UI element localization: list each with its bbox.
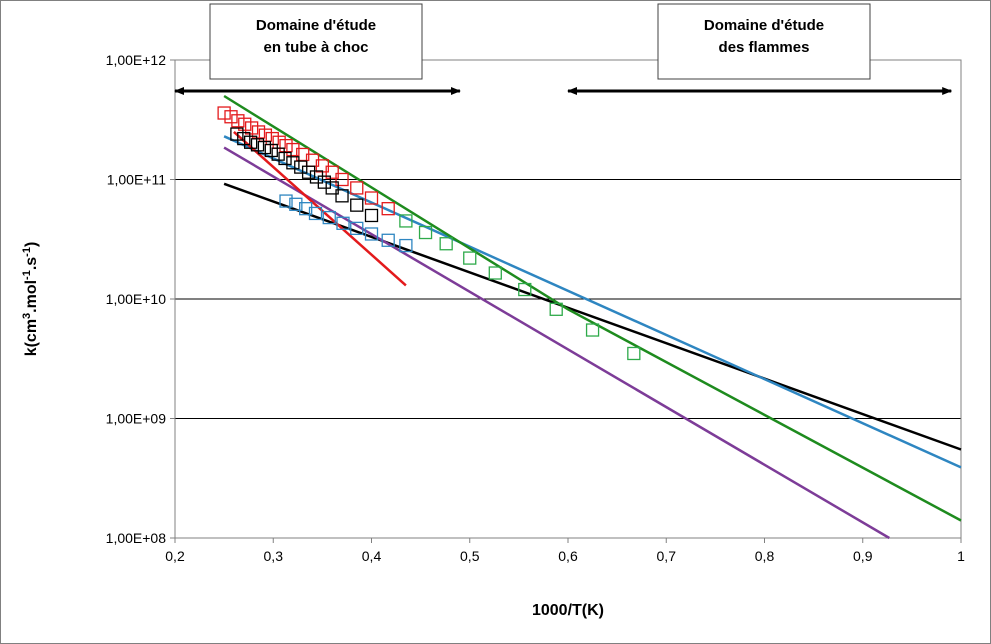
data-point xyxy=(308,206,323,221)
y-axis-ticks: 1,00E+08 1,00E+09 1,00E+10 1,00E+11 1,00E+12 xyxy=(106,52,175,546)
x-axis-ticks: 0,2 0,3 0,4 0,5 0,6 0,7 0,8 0,9 1 xyxy=(165,538,965,564)
data-point xyxy=(294,160,308,174)
y-axis-title: k(cm3.mol-1.s-1) xyxy=(21,242,40,357)
x-axis-title: 1000/T(K) xyxy=(532,602,604,619)
data-point xyxy=(244,135,258,149)
data-point xyxy=(299,202,313,216)
x-tick-label: 0,4 xyxy=(362,548,382,564)
y-tick-label: 1,00E+12 xyxy=(106,52,167,68)
x-tick-label: 0,2 xyxy=(165,548,185,564)
x-tick-label: 0,9 xyxy=(853,548,873,564)
annotation-label: en tube à choc xyxy=(263,39,368,56)
x-tick-label: 0,7 xyxy=(657,548,677,564)
scatter-series-2 xyxy=(230,127,379,223)
data-point xyxy=(463,251,477,265)
data-point xyxy=(585,323,600,337)
x-tick-label: 0,5 xyxy=(460,548,480,564)
data-point xyxy=(381,233,395,247)
data-point xyxy=(301,165,316,179)
gridlines xyxy=(175,59,961,419)
annotation-label: Domaine d'étude xyxy=(256,17,376,34)
fit-line-5 xyxy=(233,130,407,287)
data-point xyxy=(627,346,641,361)
x-tick-label: 0,6 xyxy=(558,548,578,564)
data-point xyxy=(488,266,502,280)
data-point xyxy=(251,125,266,139)
annotation-label: Domaine d'étude xyxy=(704,17,824,34)
scatter-series-1 xyxy=(217,106,395,216)
scatter-series-4 xyxy=(399,214,641,361)
data-point xyxy=(230,127,244,141)
x-tick-label: 1 xyxy=(957,548,965,564)
data-point xyxy=(364,208,379,223)
data-point xyxy=(439,237,453,251)
annotation-2: Domaine d'étude des flammes xyxy=(567,3,953,95)
data-point xyxy=(279,194,293,208)
data-point xyxy=(231,114,245,128)
data-point xyxy=(265,131,279,146)
data-point xyxy=(272,135,286,149)
data-point xyxy=(238,117,252,131)
annotation-box xyxy=(209,3,423,80)
data-point xyxy=(335,189,349,203)
data-point xyxy=(286,156,300,170)
x-tick-label: 0,3 xyxy=(264,548,284,564)
data-point xyxy=(286,142,300,157)
data-point xyxy=(289,197,303,211)
fit-lines xyxy=(223,94,962,540)
data-points xyxy=(217,106,641,361)
data-point xyxy=(279,138,293,153)
scatter-series-3 xyxy=(279,194,413,253)
y-tick-label: 1,00E+11 xyxy=(107,172,167,188)
data-point xyxy=(518,282,532,297)
data-point xyxy=(381,202,395,216)
data-point xyxy=(549,302,563,316)
data-point xyxy=(335,172,349,187)
data-point xyxy=(244,121,259,135)
data-point xyxy=(264,143,278,158)
data-point xyxy=(257,140,272,155)
data-point xyxy=(350,221,364,236)
data-point xyxy=(350,198,364,212)
fit-line-4 xyxy=(223,146,890,540)
data-point xyxy=(336,216,350,230)
data-point xyxy=(325,181,339,195)
y-tick-label: 1,00E+08 xyxy=(106,530,167,546)
data-point xyxy=(237,131,251,146)
data-point xyxy=(322,210,336,225)
data-point xyxy=(364,227,379,241)
y-tick-label: 1,00E+09 xyxy=(106,411,167,427)
data-point xyxy=(364,191,379,205)
data-point xyxy=(250,138,265,152)
data-point xyxy=(399,214,413,228)
data-point xyxy=(350,181,364,195)
annotation-label: des flammes xyxy=(719,39,810,56)
fit-line-1 xyxy=(223,182,962,451)
x-tick-label: 0,8 xyxy=(755,548,775,564)
data-point xyxy=(271,147,285,161)
data-point xyxy=(399,238,413,253)
data-point xyxy=(309,170,324,184)
fit-line-2 xyxy=(223,135,962,469)
data-point xyxy=(325,165,339,179)
annotation-1: Domaine d'étude en tube à choc xyxy=(174,3,461,95)
data-point xyxy=(224,110,238,124)
data-point xyxy=(418,225,433,240)
data-point xyxy=(217,106,231,120)
data-point xyxy=(278,151,292,166)
annotation-box xyxy=(657,3,871,80)
fit-line-3 xyxy=(223,94,962,522)
y-tick-label: 1,00E+10 xyxy=(106,291,167,307)
